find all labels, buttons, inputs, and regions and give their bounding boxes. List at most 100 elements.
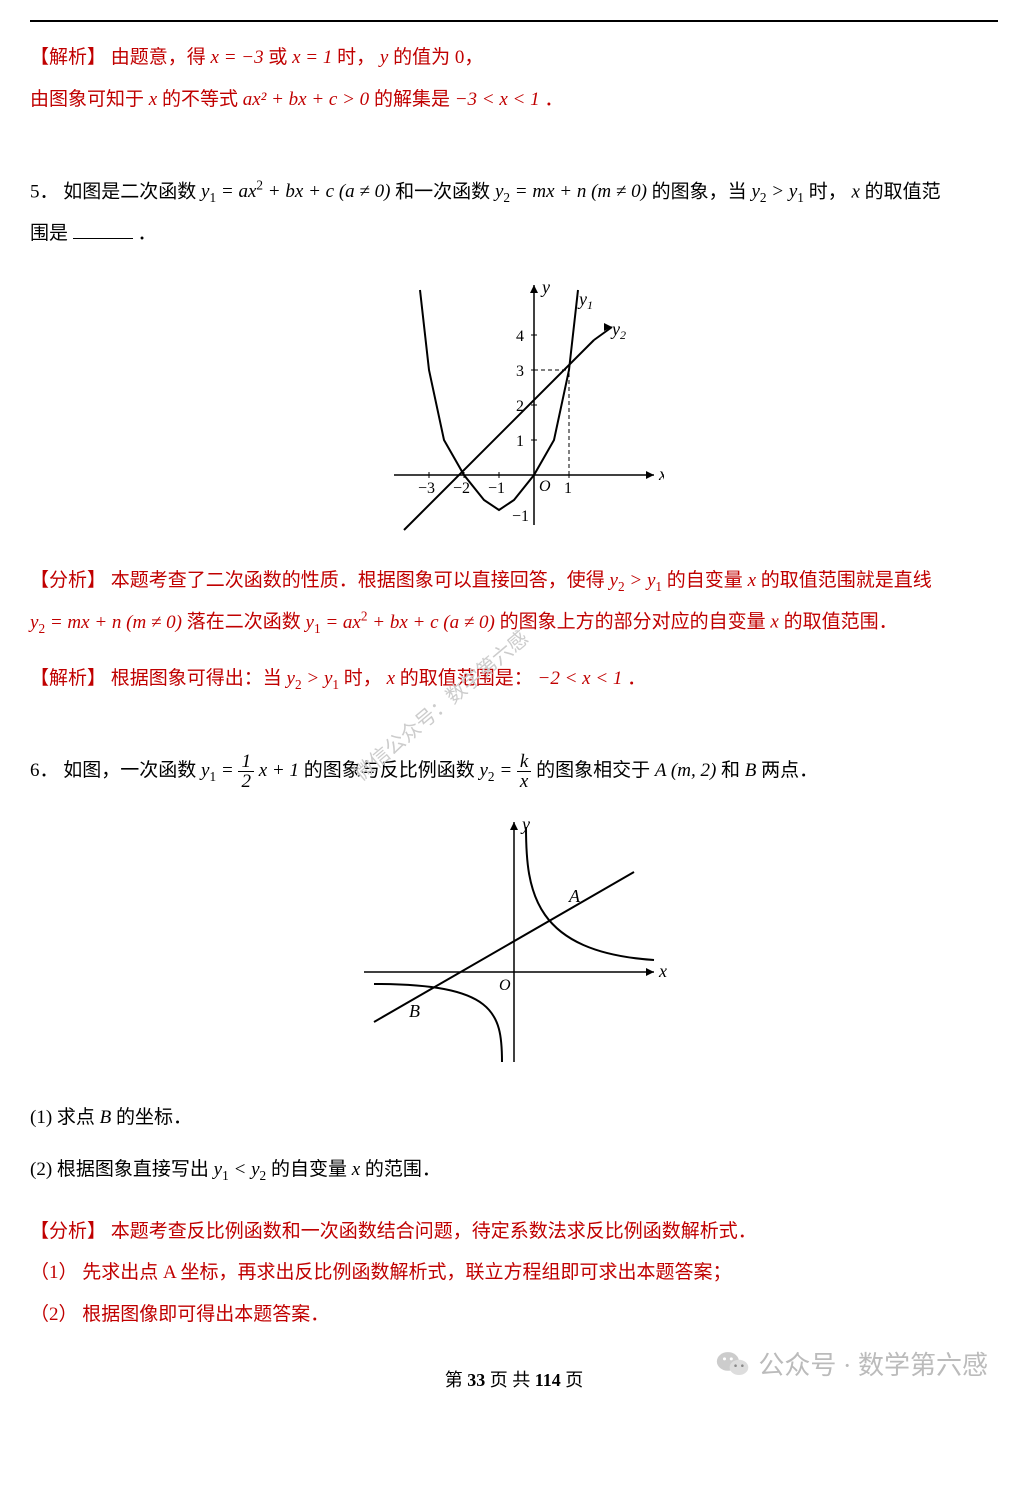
q6-t2: 的图象与反比例函数 [304,760,480,781]
q5-t5: 的取值范 [865,181,941,202]
q6-num: 6． [30,760,59,781]
origin-label: O [499,977,511,994]
hyperbola-left [374,984,502,1062]
ana5-l1: 【分析】 本题考查了二次函数的性质．根据图象可以直接回答，使得 y2 > y1 … [30,560,998,602]
q5-t2: 和一次函数 [395,181,495,202]
footer-watermark-text: 公众号 · 数学第六感 [758,1345,988,1382]
q6-sub2-t: 根据图象直接写出 [57,1159,214,1180]
q6-t3: 的图象相交于 [536,760,655,781]
sol5-t1: 根据图象可得出：当 [111,668,287,689]
q6-eq2: y2 = kx [479,760,531,781]
y2-label: y2 [610,319,626,342]
q6-B: B [745,760,757,781]
ana6-l1: 【分析】 本题考查反比例函数和一次函数结合问题，待定系数法求反比例函数解析式． [30,1211,998,1253]
q5-eq1: y1 = ax2 + bx + c (a ≠ 0) [201,181,390,202]
sol5-t2: 时， [344,668,382,689]
q6-sub2: (2) 根据图象直接写出 y1 < y2 的自变量 x 的范围． [30,1149,998,1191]
q5-line2: 围是 ． [30,213,998,255]
sol5-cond: y2 > y1 [287,668,340,689]
q6-sub2-t3: 的范围． [365,1159,441,1180]
q5-graph: x y O 4 3 2 1 −1 1 −1 −2 −3 path[d^="M 5… [364,275,664,535]
q6-t5: 两点． [761,760,818,781]
sol5-l1: 【解析】 根据图象可得出：当 y2 > y1 时， x 的取值范围是： −2 <… [30,658,998,700]
q6-sub1-t2: 的坐标． [116,1107,192,1128]
sol1-l2d: ． [544,89,563,110]
q6-sub1: (1) 求点 B 的坐标． [30,1097,998,1139]
line-y2-ext [594,327,612,340]
hyperbola-right [526,827,654,960]
ana5-eq-par: y1 = ax2 + bx + c (a ≠ 0) [306,612,495,633]
svg-text:1: 1 [516,433,524,450]
pt-B-label: B [409,1001,420,1021]
sol1-ineq: ax² + bx + c > 0 [243,89,369,110]
spacer [30,1139,998,1149]
label-solution-5: 【解析】 [30,668,106,689]
sol5-t3: 的取值范围是： [400,668,533,689]
q6-sub1-B: B [100,1107,112,1128]
q6-t1: 如图，一次函数 [63,760,201,781]
label-analysis-5: 【分析】 [30,570,106,591]
page: 【解析】 由题意，得 x = −3 或 x = 1 时， y 的值为 0， 由图… [0,0,1028,1422]
q6-eq1: y1 = 12 x + 1 [201,760,299,781]
q5-x: x [851,181,859,202]
svg-text:1: 1 [564,480,572,497]
q5-t7: ． [138,223,157,244]
figure-q5: x y O 4 3 2 1 −1 1 −1 −2 −3 path[d^="M 5… [30,275,998,540]
spacer [30,643,998,658]
spacer [30,700,998,750]
sol1-l2b: 的不等式 [162,89,243,110]
spacer [30,1191,998,1211]
q5-t4: 时， [809,181,847,202]
ana6-l3: （2） 根据图像即可得出本题答案． [30,1294,998,1336]
solution-line-2: 由图象可知于 x 的不等式 ax² + bx + c > 0 的解集是 −3 <… [30,79,998,121]
y-axis-label: y [540,277,550,297]
ana5-l2t3: 的取值范围． [784,612,898,633]
ana6-l2: 先求出点 A 坐标，再求出反比例函数解析式，联立方程组即可求出本题答案； [82,1262,731,1283]
sol1-eq1: x = −3 [211,47,264,68]
ana5-x2: x [770,612,778,633]
wechat-icon [716,1349,750,1379]
ana5-t3: 的取值范围就是直线 [761,570,932,591]
line-y2 [404,340,594,530]
figure-q6: x y O A B [30,812,998,1077]
q5-num: 5． [30,181,59,202]
q5-t6: 围是 [30,223,68,244]
ana5-t1: 本题考查了二次函数的性质．根据图象可以直接回答，使得 [111,570,610,591]
y1-label: y1 [577,289,593,312]
q6-pt: A (m, 2) [655,760,716,781]
label-analysis-6: 【分析】 [30,1221,106,1242]
q6-line: 6． 如图，一次函数 y1 = 12 x + 1 的图象与反比例函数 y2 = … [30,750,998,792]
pt-A-label: A [568,886,581,906]
q5-eq2: y2 = mx + n (m ≠ 0) [495,181,647,202]
label-solution: 【解析】 [30,47,106,68]
ana6-l3: 根据图像即可得出本题答案． [82,1304,329,1325]
q6-sub2-x: x [352,1159,360,1180]
sol1-range: −3 < x < 1 [455,89,540,110]
svg-text:−3: −3 [418,480,435,497]
footer-watermark: 公众号 · 数学第六感 [716,1345,988,1382]
q5-cond: y2 > y1 [751,181,804,202]
ana6-l3num: （2） [30,1304,78,1325]
ana5-l2t1: 落在二次函数 [187,612,306,633]
sol1-eq2: x = 1 [292,47,332,68]
sol1-l2c: 的解集是 [374,89,455,110]
q6-sub2-t2: 的自变量 [271,1159,352,1180]
y-axis-label: y [520,814,530,834]
sol5-t4: ． [627,668,646,689]
q6-sub2-num: (2) [30,1159,52,1180]
svg-text:−1: −1 [488,480,505,497]
q5-line1: 5． 如图是二次函数 y1 = ax2 + bx + c (a ≠ 0) 和一次… [30,171,998,213]
sol1-t3: 时， [337,47,375,68]
svg-text:3: 3 [516,363,524,380]
q6-t4: 和 [721,760,745,781]
q6-sub1-num: (1) [30,1107,52,1128]
x-axis-label: x [658,961,667,981]
sol5-range: −2 < x < 1 [538,668,623,689]
ana5-t2: 的自变量 [667,570,748,591]
svg-text:−2: −2 [453,480,470,497]
sol1-t1: 由题意，得 [111,47,211,68]
spacer [30,121,998,171]
x-axis-label: x [658,464,664,484]
ana5-l2: y2 = mx + n (m ≠ 0) 落在二次函数 y1 = ax2 + bx… [30,601,998,643]
ana6-l2: （1） 先求出点 A 坐标，再求出反比例函数解析式，联立方程组即可求出本题答案； [30,1252,998,1294]
